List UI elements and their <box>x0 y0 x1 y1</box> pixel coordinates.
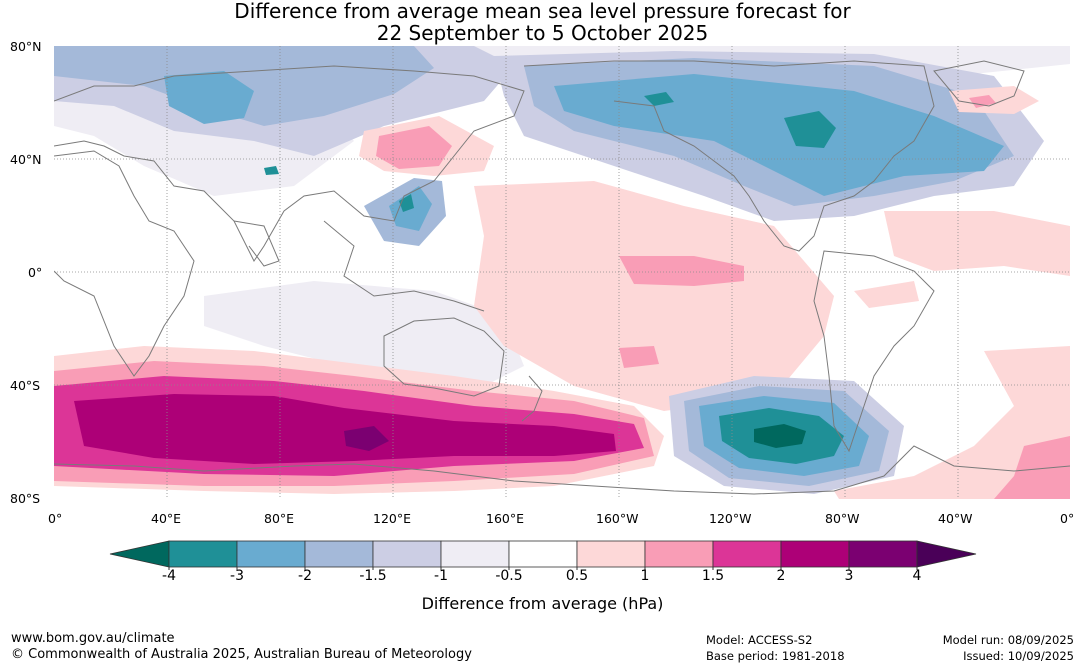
coastline-new-zealand <box>521 375 543 422</box>
coastline-greenland <box>933 60 1025 107</box>
colorbar-segment-1.5-to-2 <box>712 540 782 568</box>
southern-ocean-high-level-3 <box>74 394 616 464</box>
colorbar-segment-1-to-1.5 <box>644 540 714 568</box>
lat-label-80s: 80°S <box>10 491 41 506</box>
indian-ocean-slight-low <box>204 281 524 391</box>
lon-label-160e: 160°E <box>486 511 525 526</box>
hudson-low-center <box>784 111 836 148</box>
greenland-high-outer <box>949 86 1039 114</box>
colorbar-tick-label-1.5: 1.5 <box>701 568 725 584</box>
siberia-low-core <box>164 71 254 124</box>
graticule <box>54 46 1070 499</box>
colorbar-segment--0.5-to-0.5 <box>508 540 578 568</box>
base-period: Base period: 1981-2018 <box>706 649 845 663</box>
colorbar-tick-label-0.5: 0.5 <box>565 568 589 584</box>
japan-sea-low-center <box>399 194 414 212</box>
colorbar-segment-0.5-to-1 <box>576 540 646 568</box>
coastlines <box>54 60 1070 495</box>
copyright-notice: © Commonwealth of Australia 2025, Austra… <box>11 647 472 662</box>
southern-ocean-high-core <box>344 426 389 451</box>
colorbar-segment-2-to-3 <box>780 540 850 568</box>
lon-label-80e: 80°E <box>264 511 295 526</box>
lon-label-0-right: 0° <box>1060 511 1075 526</box>
lat-label-40s: 40°S <box>10 378 41 393</box>
lat-label-40n: 40°N <box>10 152 42 167</box>
lon-label-120w: 120°W <box>709 511 752 526</box>
south-atlantic-high-core <box>994 436 1070 499</box>
central-pacific-high-outer <box>474 181 834 411</box>
colorbar-tick-label-1: 1 <box>640 568 650 584</box>
coastline-africa <box>54 150 195 377</box>
colorbar-tick-label-4: 4 <box>912 568 922 584</box>
model-name: Model: ACCESS-S2 <box>706 633 813 647</box>
colorbar-segment--4-to--3 <box>168 540 238 568</box>
map-panel <box>54 46 1070 499</box>
coastline-europe-asia <box>54 65 525 262</box>
lon-label-120e: 120°E <box>373 511 412 526</box>
model-run-date: Model run: 08/09/2025 <box>942 633 1074 647</box>
lon-label-80w: 80°W <box>825 511 860 526</box>
colorbar-tick-label--3: -3 <box>230 568 244 584</box>
lat-label-80n: 80°N <box>10 39 42 54</box>
south-atlantic-high <box>834 346 1070 499</box>
lon-label-160w: 160°W <box>596 511 639 526</box>
chart-title-line-2: 22 September to 5 October 2025 <box>376 21 709 45</box>
central-pacific-high-core <box>619 256 744 286</box>
greenland-high-core <box>969 95 996 108</box>
colorbar-label: Difference from average (hPa) <box>421 594 664 613</box>
coastline-north-america <box>523 60 935 252</box>
colorbar-extend-high <box>916 540 977 568</box>
colorbar-segment-3-to-4 <box>848 540 918 568</box>
coastline-antarctica <box>54 445 1070 495</box>
south-america-high <box>854 281 919 308</box>
lon-label-40e: 40°E <box>151 511 182 526</box>
colorbar-tick-label--4: -4 <box>162 568 176 584</box>
colorbar-tick-label--0.5: -0.5 <box>495 568 523 584</box>
colorbar-tick-label--1: -1 <box>434 568 448 584</box>
bering-low-center <box>644 92 674 106</box>
colorbar-extend-low <box>109 540 170 568</box>
colorbar-segment--1.5-to--1 <box>372 540 442 568</box>
manchuria-high-core <box>376 126 452 169</box>
colorbar-tick-label-2: 2 <box>776 568 786 584</box>
coastline-australia <box>383 317 505 397</box>
coastline-southeast-asia <box>323 220 485 312</box>
east-pacific-high-spot <box>619 346 659 368</box>
colorbar-segment--2-to--1.5 <box>304 540 374 568</box>
coastline-india <box>233 220 280 267</box>
colorbar-segment--3-to--2 <box>236 540 306 568</box>
se-pacific-low-center <box>754 424 806 448</box>
colorbar-segment--1-to--0.5 <box>440 540 510 568</box>
lon-label-40w: 40°W <box>938 511 973 526</box>
anomaly-map <box>54 46 1070 499</box>
chart-title-line-1: Difference from average mean sea level p… <box>234 0 851 23</box>
website-link[interactable]: www.bom.gov.au/climate <box>11 631 175 646</box>
colorbar-tick-label--2: -2 <box>298 568 312 584</box>
issued-date: Issued: 10/09/2025 <box>963 649 1074 663</box>
north-pacific-low-core <box>554 74 1004 196</box>
lat-label-equator: 0° <box>28 265 43 280</box>
coastline-south-america <box>813 250 935 453</box>
colorbar-tick-label--1.5: -1.5 <box>359 568 387 584</box>
tropical-atlantic-high <box>884 211 1070 276</box>
colorbar-tick-label-3: 3 <box>844 568 854 584</box>
caspian-low-spot <box>264 166 279 175</box>
lon-label-0-left: 0° <box>48 511 63 526</box>
